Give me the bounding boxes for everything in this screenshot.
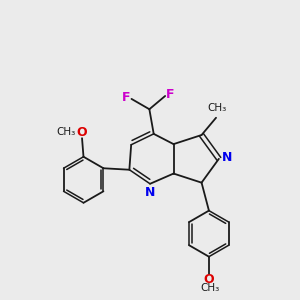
Text: N: N [222, 151, 232, 164]
Text: F: F [166, 88, 175, 101]
Text: O: O [204, 273, 214, 286]
Text: CH₃: CH₃ [207, 103, 226, 113]
Text: F: F [122, 91, 130, 104]
Text: CH₃: CH₃ [201, 283, 220, 293]
Text: O: O [77, 126, 87, 139]
Text: N: N [145, 186, 155, 199]
Text: CH₃: CH₃ [56, 127, 76, 137]
